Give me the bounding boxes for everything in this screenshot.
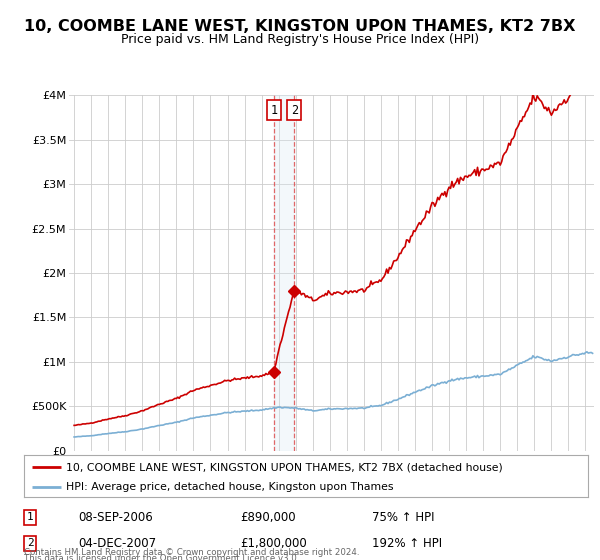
Text: 1: 1 bbox=[270, 104, 277, 116]
Text: Price paid vs. HM Land Registry's House Price Index (HPI): Price paid vs. HM Land Registry's House … bbox=[121, 33, 479, 46]
Bar bbox=[274, 95, 295, 451]
Text: HPI: Average price, detached house, Kingston upon Thames: HPI: Average price, detached house, King… bbox=[66, 482, 394, 492]
Text: 2: 2 bbox=[291, 104, 298, 116]
Text: 192% ↑ HPI: 192% ↑ HPI bbox=[372, 536, 442, 550]
Text: £890,000: £890,000 bbox=[240, 511, 296, 524]
Text: Contains HM Land Registry data © Crown copyright and database right 2024.: Contains HM Land Registry data © Crown c… bbox=[24, 548, 359, 557]
Text: 2: 2 bbox=[26, 538, 34, 548]
Text: This data is licensed under the Open Government Licence v3.0.: This data is licensed under the Open Gov… bbox=[24, 554, 299, 560]
Text: 75% ↑ HPI: 75% ↑ HPI bbox=[372, 511, 434, 524]
Text: 08-SEP-2006: 08-SEP-2006 bbox=[78, 511, 153, 524]
Text: 10, COOMBE LANE WEST, KINGSTON UPON THAMES, KT2 7BX: 10, COOMBE LANE WEST, KINGSTON UPON THAM… bbox=[24, 20, 576, 34]
Text: 10, COOMBE LANE WEST, KINGSTON UPON THAMES, KT2 7BX (detached house): 10, COOMBE LANE WEST, KINGSTON UPON THAM… bbox=[66, 462, 503, 472]
Text: 1: 1 bbox=[26, 512, 34, 522]
Text: £1,800,000: £1,800,000 bbox=[240, 536, 307, 550]
Text: 04-DEC-2007: 04-DEC-2007 bbox=[78, 536, 156, 550]
